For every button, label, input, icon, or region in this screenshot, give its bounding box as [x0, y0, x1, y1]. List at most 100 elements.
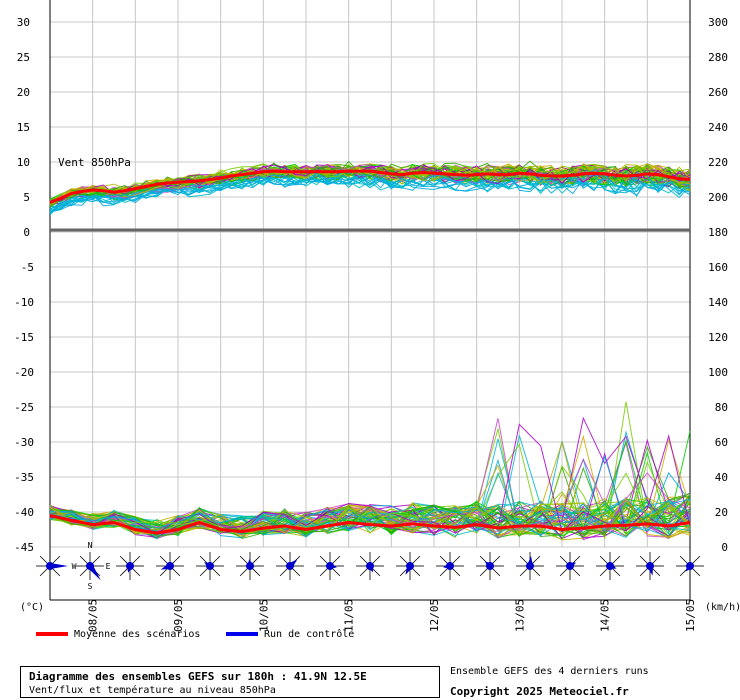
- ensemble-member-line: [49, 170, 691, 216]
- wind-rose-center: [406, 562, 414, 570]
- wind-rose-center: [126, 562, 134, 570]
- right-unit-label: (km/h): [705, 602, 740, 613]
- y-tick-left-bottom: -25: [14, 401, 34, 414]
- y-tick-right-bottom: 160: [708, 261, 728, 274]
- plot-area: [50, 0, 690, 600]
- wind-rose-center: [486, 562, 494, 570]
- y-tick-left-bottom: -35: [14, 471, 34, 484]
- wind-direction-wedge: [50, 563, 68, 569]
- wind-rose-center: [366, 562, 374, 570]
- mean-line-bottom: [49, 514, 691, 535]
- legend-mean-swatch: [36, 632, 68, 636]
- y-tick-right-bottom: 0: [721, 541, 728, 554]
- wind-rose-icon: [156, 552, 184, 580]
- ensemble-member-line: [49, 502, 691, 537]
- wind-rose-icon: [556, 552, 584, 580]
- copyright: Copyright 2025 Meteociel.fr: [450, 685, 629, 698]
- wind-rose-center: [246, 562, 254, 570]
- wind-rose-icon: [236, 552, 264, 580]
- wind-rose-center: [86, 562, 94, 570]
- ensemble-note: Ensemble GEFS des 4 derniers runs: [450, 666, 649, 677]
- y-tick-left-top: 0: [23, 226, 30, 239]
- x-tick-label: 09/05: [172, 599, 185, 632]
- wind-rose-icon: [596, 552, 624, 580]
- ensemble-member-line: [49, 169, 691, 214]
- wind-rose-center: [446, 562, 454, 570]
- wind-rose-center: [606, 562, 614, 570]
- y-tick-right-bottom: 80: [715, 401, 728, 414]
- wind-rose-icon: [276, 552, 304, 580]
- compass-w: W: [72, 562, 77, 571]
- y-tick-right-top: 260: [708, 86, 728, 99]
- y-tick-right-bottom: 20: [715, 506, 728, 519]
- wind-rose-icon: [516, 552, 544, 580]
- compass-s: S: [88, 582, 93, 591]
- wind-rose-center: [326, 562, 334, 570]
- legend-mean-label: Moyenne des scénarios: [74, 629, 201, 640]
- y-tick-right-bottom: 40: [715, 471, 728, 484]
- x-tick-label: 11/05: [343, 599, 356, 632]
- wind-rose-center: [526, 562, 534, 570]
- legend-mean: Moyenne des scénarios: [36, 629, 200, 640]
- y-tick-right-top: 280: [708, 51, 728, 64]
- x-tick-label: 12/05: [428, 599, 441, 632]
- y-tick-left-top: 15: [17, 121, 30, 134]
- legend-control-label: Run de contrôle: [264, 629, 355, 640]
- ensemble-member-line: [49, 466, 691, 540]
- wind-rose-center: [46, 562, 54, 570]
- y-tick-left-bottom: -45: [14, 541, 34, 554]
- y-tick-right-bottom: 140: [708, 296, 728, 309]
- y-tick-left-top: 25: [17, 51, 30, 64]
- y-tick-right-top: 220: [708, 156, 728, 169]
- wind-rose-icon: [636, 552, 664, 580]
- footer-box: Diagramme des ensembles GEFS sur 180h : …: [20, 666, 440, 698]
- panel-label: Vent 850hPa: [58, 156, 131, 169]
- wind-rose-icon: [196, 552, 224, 580]
- wind-rose-center: [686, 562, 694, 570]
- y-tick-left-top: 30: [17, 16, 30, 29]
- y-tick-left-bottom: -5: [21, 261, 34, 274]
- wind-rose-icon: [476, 552, 504, 580]
- y-tick-left-bottom: -20: [14, 366, 34, 379]
- wind-rose-center: [206, 562, 214, 570]
- legend-control: Run de contrôle: [226, 629, 354, 640]
- x-tick-label: 15/05: [684, 599, 697, 632]
- wind-rose-icon: [396, 552, 424, 580]
- x-tick-label: 10/05: [257, 599, 270, 632]
- footer-subtitle: Vent/flux et température au niveau 850hP…: [29, 685, 276, 696]
- wind-rose-icon: [116, 552, 144, 580]
- y-tick-left-bottom: -40: [14, 506, 34, 519]
- x-tick-label: 14/05: [599, 599, 612, 632]
- y-tick-left-bottom: -10: [14, 296, 34, 309]
- y-tick-left-bottom: -15: [14, 331, 34, 344]
- wind-rose-center: [166, 562, 174, 570]
- y-tick-right-top: 240: [708, 121, 728, 134]
- y-tick-left-top: 20: [17, 86, 30, 99]
- wind-rose-icon: [436, 552, 464, 580]
- y-tick-left-top: 10: [17, 156, 30, 169]
- ensemble-chart: 302520151050300280260240220200180-5-10-1…: [14, 0, 740, 632]
- y-tick-left-top: 5: [23, 191, 30, 204]
- y-tick-right-top: 200: [708, 191, 728, 204]
- wind-rose-icon: [356, 552, 384, 580]
- left-unit-label: (°C): [20, 602, 44, 613]
- compass-n: N: [88, 541, 93, 550]
- legend-control-swatch: [226, 632, 258, 636]
- footer-title: Diagramme des ensembles GEFS sur 180h : …: [29, 670, 367, 683]
- wind-rose-icon: [76, 552, 104, 581]
- y-tick-right-top: 180: [708, 226, 728, 239]
- wind-rose-icon: [676, 552, 704, 580]
- wind-rose-center: [646, 562, 654, 570]
- wind-rose-icon: [316, 552, 344, 580]
- x-tick-label: 13/05: [513, 599, 526, 632]
- y-tick-right-bottom: 120: [708, 331, 728, 344]
- y-tick-right-bottom: 60: [715, 436, 728, 449]
- ensemble-member-line: [49, 163, 691, 203]
- y-tick-right-bottom: 100: [708, 366, 728, 379]
- compass-e: E: [106, 562, 111, 571]
- wind-rose-center: [566, 562, 574, 570]
- x-tick-label: 08/05: [87, 599, 100, 632]
- y-tick-right-top: 300: [708, 16, 728, 29]
- mean-line-top: [49, 169, 691, 204]
- y-tick-left-bottom: -30: [14, 436, 34, 449]
